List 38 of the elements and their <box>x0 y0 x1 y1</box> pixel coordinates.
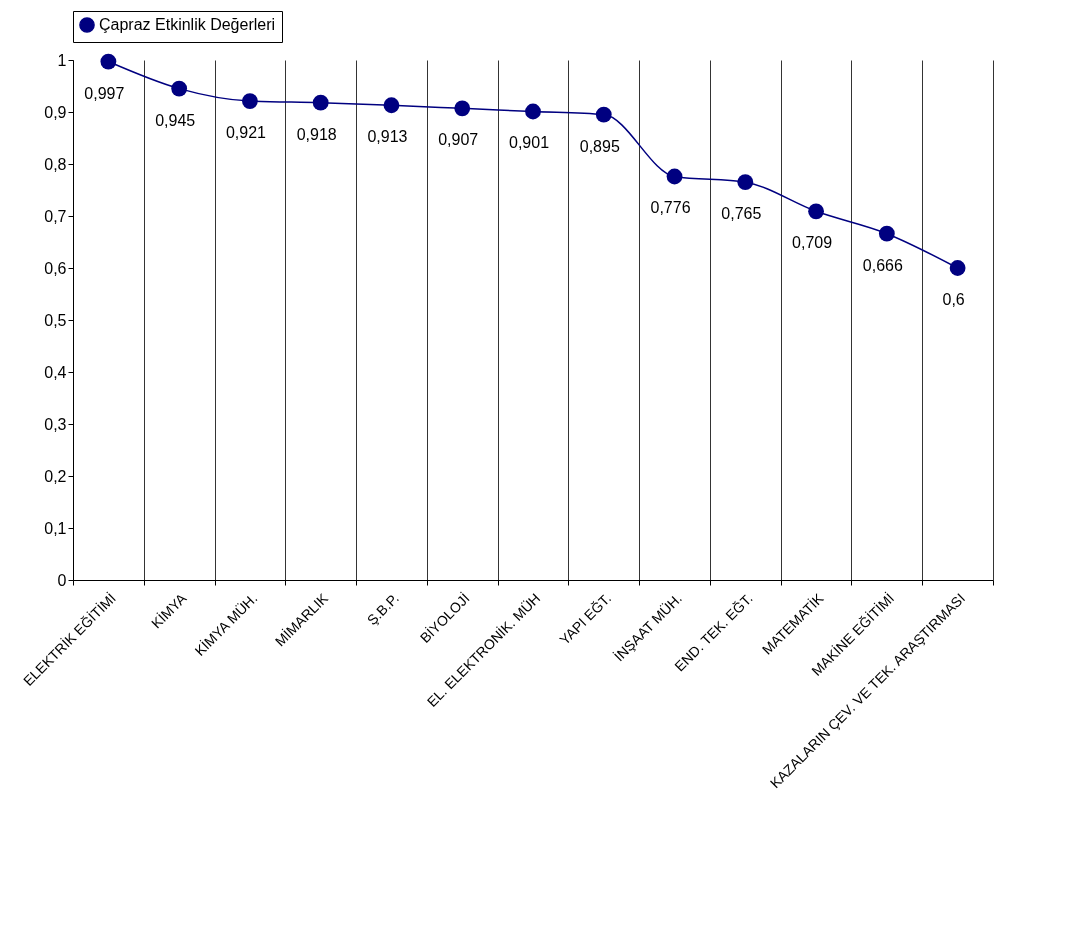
y-tick-label: 1 <box>57 51 67 69</box>
y-tick-label: 0,7 <box>44 207 67 225</box>
y-tick-label: 0,3 <box>44 415 67 433</box>
data-label: 0,997 <box>84 84 125 102</box>
point <box>808 203 824 220</box>
point <box>100 53 117 70</box>
y-tick-label: 0,9 <box>44 103 67 121</box>
data-label: 0,6 <box>942 291 965 308</box>
point <box>383 97 400 114</box>
data-label: 0,918 <box>296 125 337 143</box>
point <box>454 100 471 117</box>
data-label: 0,921 <box>225 124 267 142</box>
y-tick-label: 0,5 <box>44 311 67 329</box>
y-tick-label: 0 <box>57 571 67 589</box>
point <box>312 94 329 111</box>
data-label: 0,666 <box>862 256 903 274</box>
point <box>666 168 683 185</box>
data-label: 0,765 <box>721 205 762 223</box>
y-tick-label: 0,6 <box>44 259 67 277</box>
data-label: 0,709 <box>792 234 833 252</box>
point <box>525 103 541 120</box>
point <box>878 225 895 242</box>
data-label: 0,913 <box>367 128 408 146</box>
data-label: 0,776 <box>650 199 691 217</box>
point <box>737 174 754 191</box>
point <box>949 260 966 276</box>
point <box>242 93 258 109</box>
data-label: 0,907 <box>438 131 479 149</box>
data-label: 0,895 <box>579 137 620 155</box>
point <box>595 106 612 123</box>
legend-label: Çapraz Etkinlik Değerleri <box>99 16 276 33</box>
data-label: 0,901 <box>508 134 550 152</box>
y-tick-label: 0,2 <box>44 467 67 485</box>
y-tick-label: 0,8 <box>44 155 67 173</box>
y-tick-label: 0,4 <box>44 363 67 381</box>
y-tick-label: 0,1 <box>44 519 67 537</box>
point <box>171 80 188 97</box>
data-label: 0,945 <box>155 111 196 129</box>
